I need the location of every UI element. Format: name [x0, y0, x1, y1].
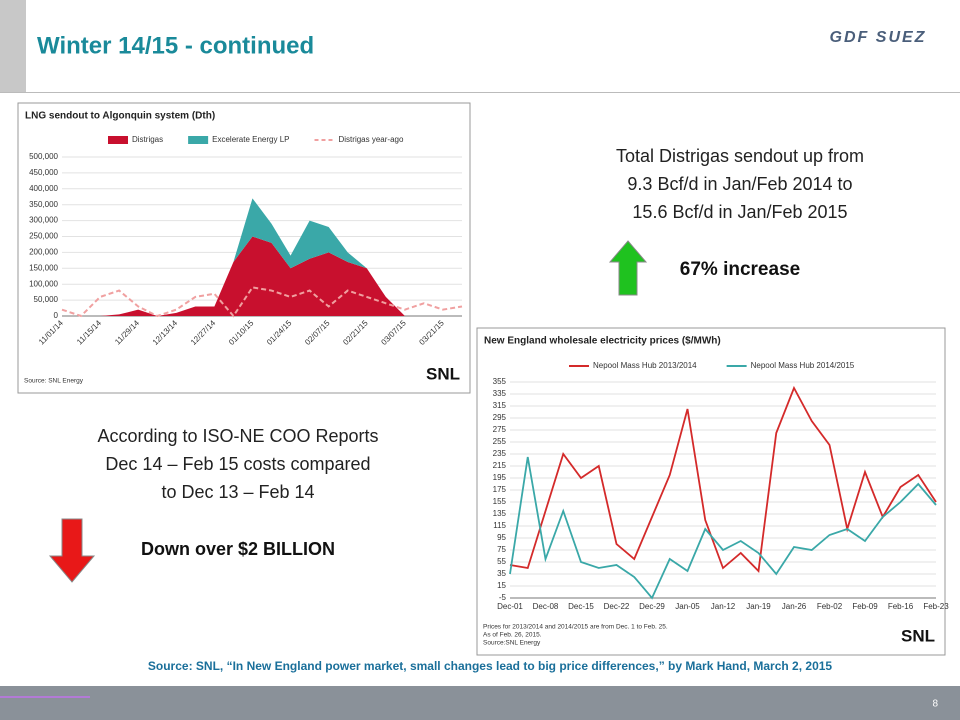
y-tick-label: 0 [54, 311, 59, 320]
chart-note: As of Feb. 26, 2015. [483, 632, 542, 639]
footer-accent [0, 696, 90, 698]
x-tick-label: Dec-01 [497, 602, 523, 611]
legend-label: Distrigas year-ago [339, 135, 404, 144]
legend-label: Excelerate Energy LP [212, 135, 289, 144]
left-text: According to ISO-NE COO Reports Dec 14 – … [97, 426, 378, 502]
slide-title: Winter 14/15 - continued [37, 32, 314, 59]
y-tick-label: 300,000 [29, 216, 58, 225]
down-arrow [48, 518, 96, 583]
text-line: 15.6 Bcf/d in Jan/Feb 2015 [632, 202, 847, 222]
y-tick-label: 200,000 [29, 248, 58, 257]
y-tick-label: 355 [493, 377, 507, 386]
text-line: 9.3 Bcf/d in Jan/Feb 2014 to [627, 174, 852, 194]
chart-note: Prices for 2013/2014 and 2014/2015 are f… [483, 624, 668, 631]
text-line: According to ISO-NE COO Reports [97, 426, 378, 446]
x-tick-label: Feb-02 [817, 602, 843, 611]
x-tick-label: Feb-16 [888, 602, 914, 611]
y-tick-label: 250,000 [29, 232, 58, 241]
y-tick-label: 75 [497, 545, 506, 554]
x-tick-label: Dec-22 [604, 602, 630, 611]
x-tick-label: Jan-19 [746, 602, 771, 611]
y-tick-label: 195 [493, 473, 507, 482]
chart-note: Source:SNL Energy [483, 640, 541, 647]
y-tick-label: 35 [497, 569, 506, 578]
x-tick-label: Dec-29 [639, 602, 665, 611]
chart-title: New England wholesale electricity prices… [484, 336, 721, 347]
text-line: Dec 14 – Feb 15 costs compared [105, 454, 370, 474]
y-tick-label: 255 [493, 437, 507, 446]
x-tick-label: Feb-23 [923, 602, 949, 611]
chart-title: LNG sendout to Algonquin system (Dth) [25, 111, 215, 122]
header-strip [0, 0, 26, 92]
x-tick-label: Jan-12 [711, 602, 736, 611]
decrease-text: Down over $2 BILLION [141, 539, 335, 559]
y-tick-label: 100,000 [29, 279, 58, 288]
y-tick-label: -5 [499, 593, 507, 602]
y-tick-label: 50,000 [34, 295, 59, 304]
chart-note: Source: SNL Energy [24, 378, 84, 385]
y-tick-label: 295 [493, 413, 507, 422]
x-tick-label: Jan-26 [782, 602, 807, 611]
page-number: 8 [932, 699, 938, 710]
y-tick-label: 95 [497, 533, 506, 542]
y-tick-label: 175 [493, 485, 507, 494]
text-line: to Dec 13 – Feb 14 [161, 482, 314, 502]
series-line [61, 286, 463, 318]
y-tick-label: 115 [493, 521, 506, 530]
legend-swatch [188, 136, 209, 144]
chart: New England wholesale electricity prices… [476, 327, 949, 656]
increase-text: 67% increase [680, 259, 800, 280]
chart-brand: SNL [901, 626, 935, 645]
y-tick-label: 235 [493, 449, 507, 458]
series-line [509, 385, 937, 573]
y-tick-label: 450,000 [29, 168, 58, 177]
y-tick-label: 15 [497, 581, 506, 590]
text-line: Total Distrigas sendout up from [616, 146, 864, 166]
y-tick-label: 155 [493, 497, 507, 506]
logo: GDF SUEZ [830, 29, 927, 46]
source-text: Source: SNL, “In New England power marke… [148, 659, 833, 673]
series-area [62, 198, 462, 316]
y-tick-label: 335 [493, 389, 507, 398]
legend-label: Nepool Mass Hub 2013/2014 [593, 361, 697, 370]
y-tick-label: 135 [493, 509, 507, 518]
right-text: Total Distrigas sendout up from 9.3 Bcf/d… [616, 146, 864, 222]
chart-brand: SNL [426, 364, 460, 383]
y-tick-label: 350,000 [29, 200, 58, 209]
footer-bar [0, 686, 960, 720]
y-tick-label: 500,000 [29, 152, 58, 161]
y-tick-label: 55 [497, 557, 506, 566]
y-tick-label: 150,000 [29, 263, 58, 272]
series-line [509, 456, 937, 600]
legend-swatch [108, 136, 128, 144]
x-tick-label: Jan-05 [675, 602, 700, 611]
y-tick-label: 315 [493, 401, 507, 410]
legend-label: Nepool Mass Hub 2014/2015 [751, 361, 855, 370]
legend-label: Distrigas [132, 135, 163, 144]
up-arrow [608, 240, 648, 296]
x-tick-label: Dec-08 [533, 602, 559, 611]
y-tick-label: 400,000 [29, 184, 58, 193]
y-tick-label: 275 [493, 425, 507, 434]
chart: LNG sendout to Algonquin system (Dth) Dis… [17, 102, 471, 394]
x-tick-label: Dec-15 [568, 602, 594, 611]
y-tick-label: 215 [493, 461, 507, 470]
x-tick-label: Feb-09 [852, 602, 878, 611]
